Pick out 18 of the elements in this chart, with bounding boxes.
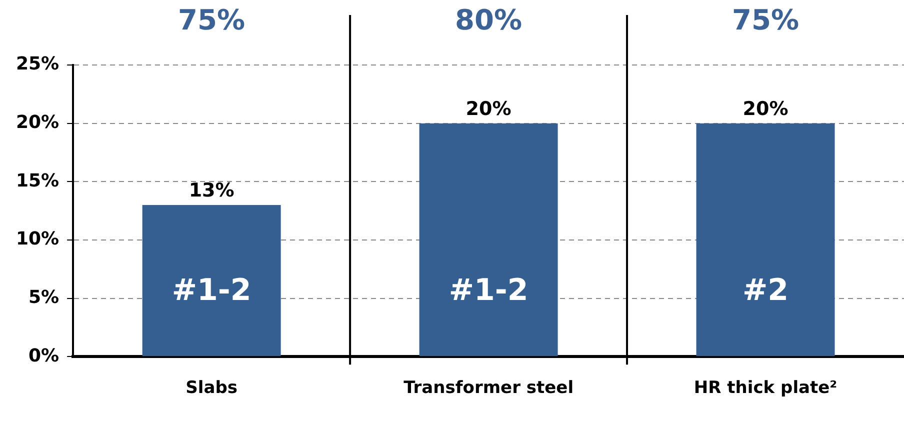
text: 75%: [178, 3, 246, 36]
annotation: #1-2: [172, 273, 252, 308]
x-tick-label: Transformer steel: [404, 378, 574, 398]
annotation: #2: [742, 273, 789, 308]
text: 75%: [732, 3, 800, 36]
y-tick-label: 15%: [16, 170, 60, 192]
y-tick-label: 5%: [28, 286, 60, 308]
text: 80%: [455, 3, 522, 36]
y-tick-label: 0%: [28, 345, 60, 366]
data-label: 13%: [188, 179, 234, 202]
data-label: 20%: [742, 98, 788, 120]
y-tick-label: 10%: [16, 228, 60, 250]
data-label: 20%: [466, 98, 512, 120]
annotation: #1-2: [448, 273, 528, 308]
x-tick-label: Slabs: [186, 378, 238, 398]
y-tick-label: 20%: [16, 112, 60, 133]
x-tick-label: HR thick plate²: [694, 378, 838, 398]
y-tick-label: 25%: [16, 54, 60, 75]
